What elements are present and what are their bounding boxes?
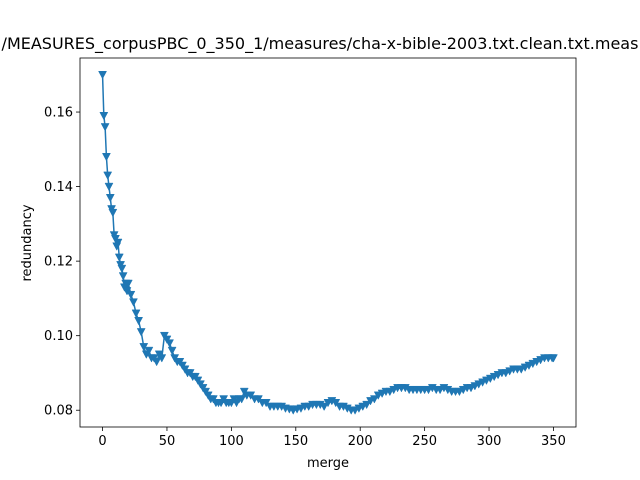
data-point bbox=[129, 298, 138, 307]
data-point bbox=[126, 290, 136, 300]
x-tick-label: 200 bbox=[348, 434, 373, 449]
data-point bbox=[100, 123, 110, 132]
x-tick-label: 350 bbox=[541, 434, 566, 449]
y-tick-label: 0.08 bbox=[44, 404, 73, 419]
data-point bbox=[319, 402, 329, 412]
data-point bbox=[157, 354, 167, 363]
x-tick-label: 0 bbox=[98, 434, 106, 449]
data-point bbox=[136, 328, 146, 337]
y-axis: 0.08 0.10 0.12 0.14 0.16 bbox=[44, 106, 80, 419]
x-tick-label: 150 bbox=[283, 434, 308, 449]
data-point bbox=[549, 354, 558, 363]
data-point bbox=[117, 264, 127, 274]
x-axis: 0 50 100 150 200 250 300 350 bbox=[98, 427, 566, 449]
x-tick-label: 50 bbox=[159, 434, 176, 449]
data-point bbox=[104, 182, 114, 192]
data-point bbox=[362, 400, 372, 410]
data-point bbox=[167, 346, 177, 356]
x-axis-label: merge bbox=[307, 456, 349, 471]
y-tick-label: 0.10 bbox=[44, 329, 73, 344]
plot-area bbox=[98, 71, 558, 415]
y-tick-label: 0.14 bbox=[44, 180, 73, 195]
y-tick-label: 0.12 bbox=[44, 255, 73, 270]
axes-frame bbox=[79, 57, 577, 428]
data-point bbox=[99, 112, 109, 121]
data-point bbox=[134, 317, 144, 326]
data-point bbox=[103, 171, 113, 180]
data-point bbox=[113, 238, 123, 248]
data-point bbox=[237, 395, 247, 404]
x-tick-label: 100 bbox=[219, 434, 244, 449]
data-point bbox=[114, 253, 124, 262]
data-point bbox=[144, 346, 154, 356]
x-tick-label: 250 bbox=[412, 434, 437, 449]
data-point bbox=[369, 395, 379, 404]
data-point bbox=[118, 272, 128, 281]
data-point bbox=[152, 358, 162, 367]
data-point bbox=[108, 208, 118, 218]
data-point bbox=[165, 339, 174, 348]
data-point bbox=[105, 194, 115, 203]
data-point bbox=[123, 279, 133, 289]
chart-title: /MEASURES_corpusPBC_0_350_1/measures/cha… bbox=[2, 34, 639, 54]
y-tick-label: 0.16 bbox=[44, 106, 73, 121]
data-point bbox=[98, 71, 107, 80]
y-axis-label: redundancy bbox=[20, 204, 35, 281]
data-point bbox=[131, 309, 141, 318]
data-point bbox=[101, 153, 111, 162]
series-line bbox=[101, 74, 554, 412]
x-tick-label: 300 bbox=[477, 434, 502, 449]
